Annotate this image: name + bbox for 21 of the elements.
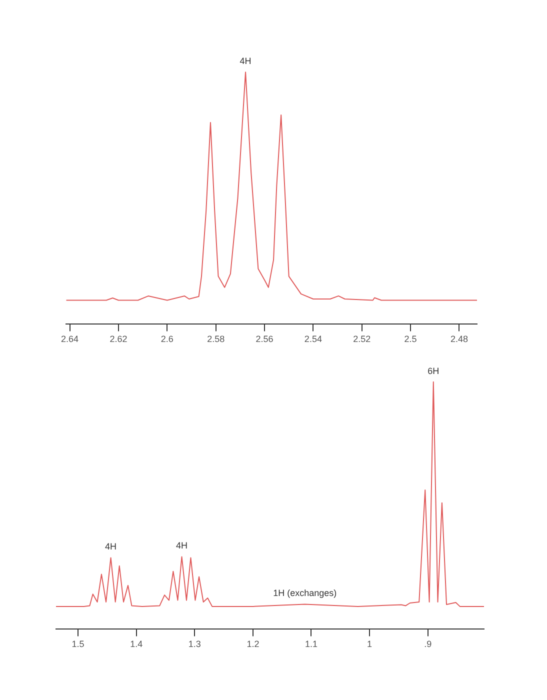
x-tick-label: 2.54: [304, 334, 322, 344]
annotation: 1H (exchanges): [273, 588, 337, 598]
x-tick-label: 2.64: [61, 334, 79, 344]
x-tick-label: .9: [424, 639, 432, 650]
annotation: 6H: [428, 366, 440, 376]
annotation: 4H: [240, 56, 252, 66]
x-tick-label: 2.56: [256, 334, 274, 344]
x-tick-label: 1.3: [188, 639, 201, 650]
x-tick-label: 1.5: [72, 639, 84, 650]
x-tick-label: 2.52: [353, 334, 371, 344]
x-tick-label: 2.48: [450, 334, 468, 344]
x-tick-label: 2.58: [207, 334, 225, 344]
x-tick-label: 1: [367, 639, 372, 650]
x-tick-label: 2.5: [404, 334, 417, 344]
x-tick-label: 2.6: [160, 334, 174, 344]
annotation: 4H: [176, 540, 188, 551]
x-tick-label: 1.2: [246, 639, 260, 650]
x-tick-label: 1.4: [130, 639, 143, 650]
x-tick-label: 1.1: [304, 639, 318, 650]
x-tick-label: 2.62: [110, 334, 128, 344]
annotation: 4H: [105, 542, 117, 552]
